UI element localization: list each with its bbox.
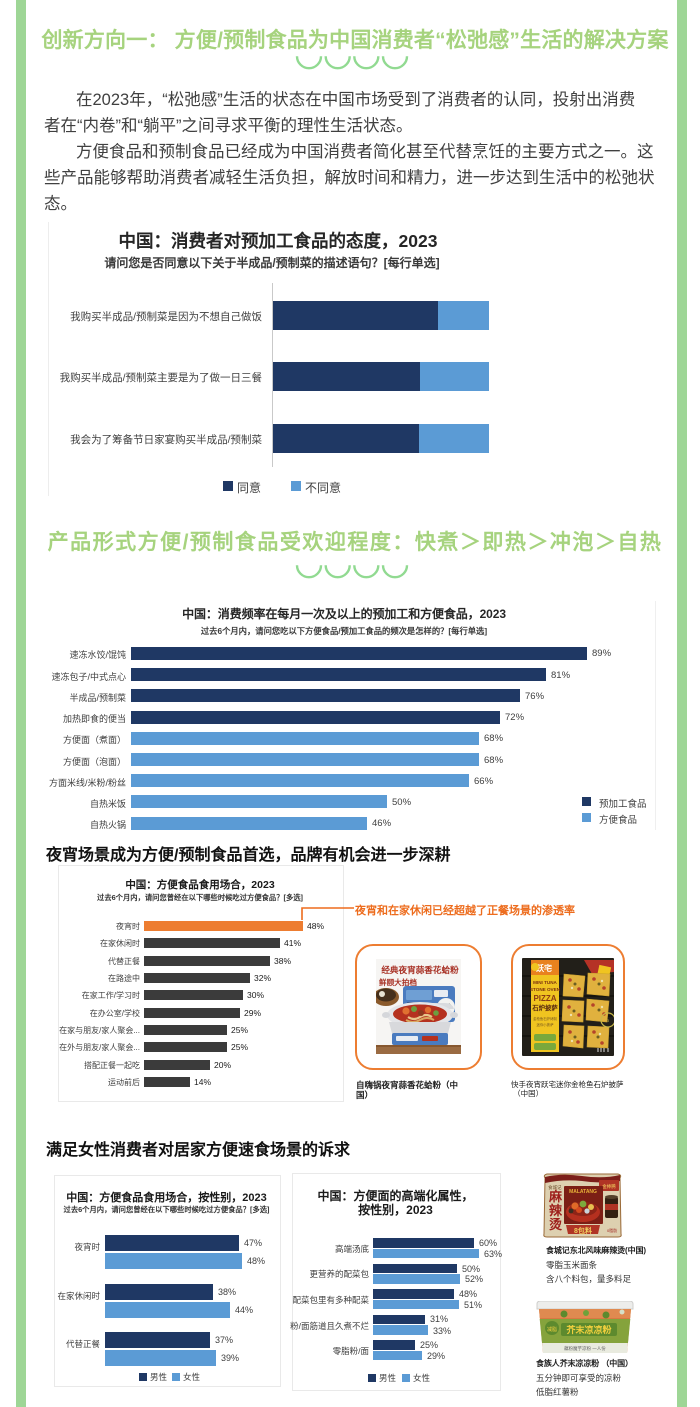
svg-text:芥末凉凉粉: 芥末凉凉粉 (566, 1324, 611, 1335)
svg-text:MINI TUNA: MINI TUNA (533, 980, 557, 985)
svg-text:鲜颐大拍档: 鲜颐大拍档 (379, 977, 417, 987)
svg-text:8包料: 8包料 (574, 1226, 592, 1235)
svg-text:经典夜宵蒜香花蛤粉: 经典夜宵蒜香花蛤粉 (381, 964, 459, 975)
svg-text:减脂: 减脂 (547, 1326, 557, 1333)
svg-text:3: 3 (607, 1018, 610, 1023)
svg-text:辣: 辣 (549, 1203, 563, 1218)
svg-text:迷你小披萨: 迷你小披萨 (537, 1022, 555, 1027)
svg-text:PIZZA: PIZZA (533, 994, 556, 1003)
svg-text:金棒腾: 金棒腾 (602, 1183, 616, 1190)
svg-text:石炉披萨: 石炉披萨 (531, 1003, 558, 1012)
svg-text:金枪鱼石炉烤制: 金枪鱼石炉烤制 (533, 1016, 557, 1021)
svg-text:MALATANG: MALATANG (569, 1189, 597, 1195)
svg-text:麻: 麻 (548, 1189, 563, 1204)
svg-text:烫: 烫 (549, 1217, 563, 1232)
svg-text:藕粉魔芋凉粉 一人份: 藕粉魔芋凉粉 一人份 (564, 1345, 606, 1352)
svg-text:STONE OVEN: STONE OVEN (530, 987, 561, 992)
svg-text:0脂肪: 0脂肪 (607, 1227, 617, 1233)
svg-text:食城记: 食城记 (548, 1184, 562, 1191)
svg-text:跃宅: 跃宅 (536, 963, 552, 973)
